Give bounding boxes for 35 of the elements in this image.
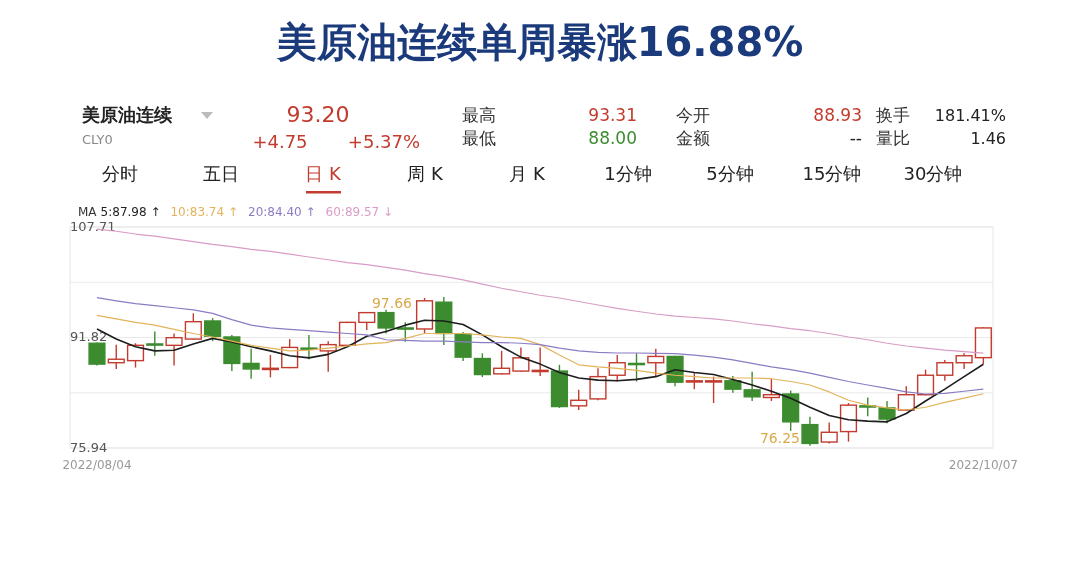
annotation: 日 K (305, 163, 341, 184)
annotation: 1.46 (970, 128, 1006, 148)
annotation: +4.75 (252, 131, 308, 152)
ytick: 75.94 (70, 439, 108, 455)
annotation: 76.25 (759, 430, 800, 446)
annotation: 5分钟 (706, 163, 754, 184)
annotation: 分时 (102, 163, 138, 184)
ytick: 107.71 (70, 218, 116, 234)
annotation: 换手 (876, 105, 910, 125)
annotation: 181.41% (934, 105, 1006, 125)
annotation: 30分钟 (903, 163, 963, 184)
xtick: 2022/10/07 (948, 457, 1018, 472)
annotation: 月 K (509, 163, 545, 184)
annotation: 88.00 (588, 128, 637, 148)
xtick: 2022/08/04 (62, 457, 132, 472)
annotation: 最低 (462, 128, 496, 148)
annotation: -- (849, 128, 862, 148)
annotation: 美原油连续 (82, 104, 172, 125)
annotation: 93.20 (286, 102, 350, 127)
legend: MA 5:87.98 ↑ 10:83.74 ↑ 20:84.40 ↑ 60:89.57 ↓ (78, 204, 394, 219)
annotation: 周 K (407, 163, 443, 184)
annotation: 88.93 (813, 105, 862, 125)
annotation: 五日 (203, 163, 239, 184)
annotation: 15分钟 (802, 163, 862, 184)
annotation: 金额 (676, 128, 710, 148)
annotation: 量比 (876, 128, 910, 148)
annotation: 今开 (676, 105, 710, 125)
annotation: 93.31 (588, 105, 637, 125)
title: 美原油连续单周暴涨16.88% (276, 19, 804, 65)
annotation: 最高 (462, 105, 496, 125)
ytick: 91.82 (70, 329, 108, 345)
annotation: 97.66 (371, 295, 412, 311)
annotation: CLY0 (82, 131, 113, 147)
annotation: 1分钟 (604, 163, 652, 184)
annotation: +5.37% (347, 131, 421, 152)
